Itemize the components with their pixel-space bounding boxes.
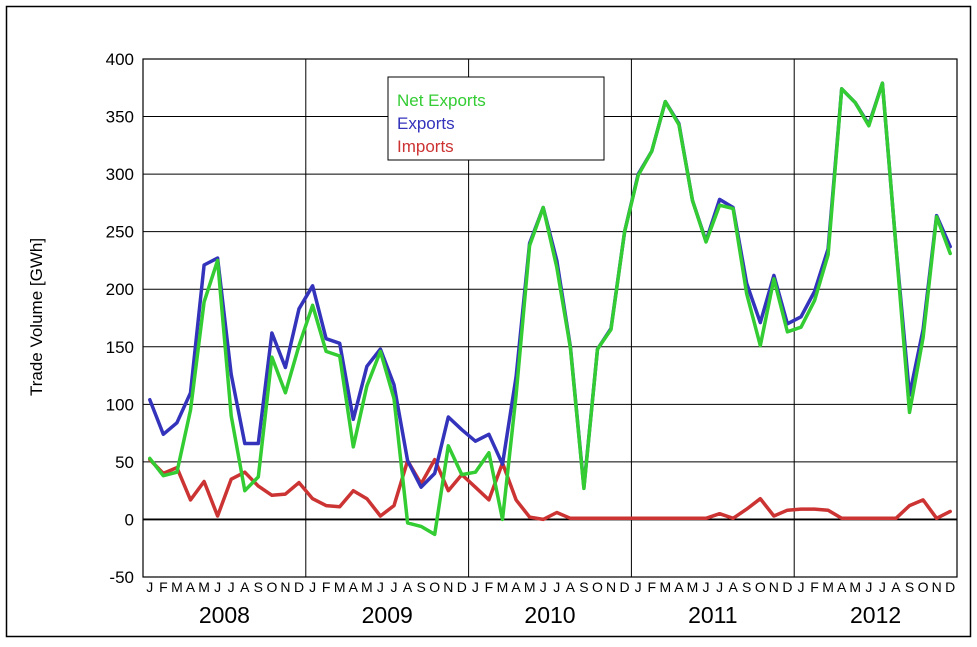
x-month-label: F xyxy=(485,579,494,595)
y-axis-label: Trade Volume [GWh] xyxy=(27,238,46,396)
y-tick-label: 400 xyxy=(106,50,134,69)
x-month-label: M xyxy=(849,579,861,595)
x-month-label: A xyxy=(891,579,901,595)
x-month-label: M xyxy=(659,579,671,595)
y-tick-label: 250 xyxy=(106,223,134,242)
legend-imports: Imports xyxy=(397,137,454,156)
x-month-label: M xyxy=(687,579,699,595)
legend-box xyxy=(387,76,605,161)
x-month-label: O xyxy=(266,579,277,595)
legend-net-exports: Net Exports xyxy=(397,91,486,110)
x-month-label: O xyxy=(429,579,440,595)
x-month-label: J xyxy=(797,579,804,595)
x-month-label: J xyxy=(309,579,316,595)
series-lines xyxy=(148,81,952,537)
outer-border xyxy=(5,5,972,638)
x-month-label: S xyxy=(254,579,263,595)
y-tick-label: 50 xyxy=(115,453,134,472)
x-month-label: N xyxy=(280,579,290,595)
x-month-label: A xyxy=(349,579,359,595)
y-tick-label: 350 xyxy=(106,108,134,127)
series-line-net-exports xyxy=(148,81,952,537)
x-month-label: F xyxy=(647,579,656,595)
x-month-label: S xyxy=(416,579,425,595)
x-month-label: A xyxy=(240,579,250,595)
x-month-label: O xyxy=(918,579,929,595)
x-month-label: O xyxy=(592,579,603,595)
x-month-label: A xyxy=(511,579,521,595)
x-month-label: J xyxy=(214,579,221,595)
x-month-label: J xyxy=(553,579,560,595)
x-month-label: F xyxy=(322,579,331,595)
x-month-label: D xyxy=(457,579,467,595)
x-year-label: 2010 xyxy=(524,602,575,628)
x-month-label: A xyxy=(674,579,684,595)
x-month-label: N xyxy=(769,579,779,595)
x-month-label: J xyxy=(472,579,479,595)
x-month-label: D xyxy=(294,579,304,595)
x-month-label: M xyxy=(198,579,210,595)
x-month-label: M xyxy=(334,579,346,595)
x-year-label: 2011 xyxy=(688,602,737,628)
x-month-label: A xyxy=(566,579,576,595)
x-month-label: F xyxy=(810,579,819,595)
y-tick-label: -50 xyxy=(109,568,134,587)
x-month-label: J xyxy=(716,579,723,595)
legend: Net Exports Exports Imports xyxy=(387,76,605,161)
x-month-label: S xyxy=(579,579,588,595)
x-month-label: N xyxy=(443,579,453,595)
x-year-label: 2012 xyxy=(850,602,901,628)
x-month-label: D xyxy=(945,579,955,595)
series-line-imports xyxy=(148,457,952,522)
x-month-label: N xyxy=(932,579,942,595)
x-month-label: J xyxy=(146,579,153,595)
x-month-label: J xyxy=(703,579,710,595)
x-month-label: J xyxy=(540,579,547,595)
x-month-label: O xyxy=(755,579,766,595)
x-month-label: M xyxy=(524,579,536,595)
x-month-label: J xyxy=(377,579,384,595)
legend-exports: Exports xyxy=(397,114,455,133)
x-month-label: M xyxy=(822,579,834,595)
plot-area-border xyxy=(142,58,958,578)
x-month-label: A xyxy=(186,579,196,595)
x-month-label: M xyxy=(171,579,183,595)
x-axis-year-labels: 2008 2009 2010 2011 2012 xyxy=(199,602,901,628)
y-axis-ticks: -50 0 50 100 150 200 250 300 350 400 xyxy=(106,50,134,587)
x-month-label: A xyxy=(728,579,738,595)
y-tick-label: 200 xyxy=(106,280,134,299)
x-month-label: A xyxy=(403,579,413,595)
x-month-label: M xyxy=(361,579,373,595)
x-month-label: J xyxy=(390,579,397,595)
x-month-label: N xyxy=(606,579,616,595)
x-month-label: J xyxy=(865,579,872,595)
x-month-label: J xyxy=(228,579,235,595)
x-year-label: 2009 xyxy=(362,602,413,628)
x-month-label: J xyxy=(879,579,886,595)
y-tick-label: 300 xyxy=(106,165,134,184)
y-tick-label: 100 xyxy=(106,395,134,414)
y-tick-label: 0 xyxy=(125,510,134,529)
x-month-label: S xyxy=(742,579,751,595)
x-month-label: S xyxy=(905,579,914,595)
x-year-label: 2008 xyxy=(199,602,250,628)
x-month-label: D xyxy=(782,579,792,595)
x-month-label: F xyxy=(159,579,168,595)
x-month-label: A xyxy=(837,579,847,595)
x-month-label: D xyxy=(620,579,630,595)
y-tick-label: 150 xyxy=(106,338,134,357)
x-month-label: M xyxy=(497,579,509,595)
x-month-label: J xyxy=(635,579,642,595)
